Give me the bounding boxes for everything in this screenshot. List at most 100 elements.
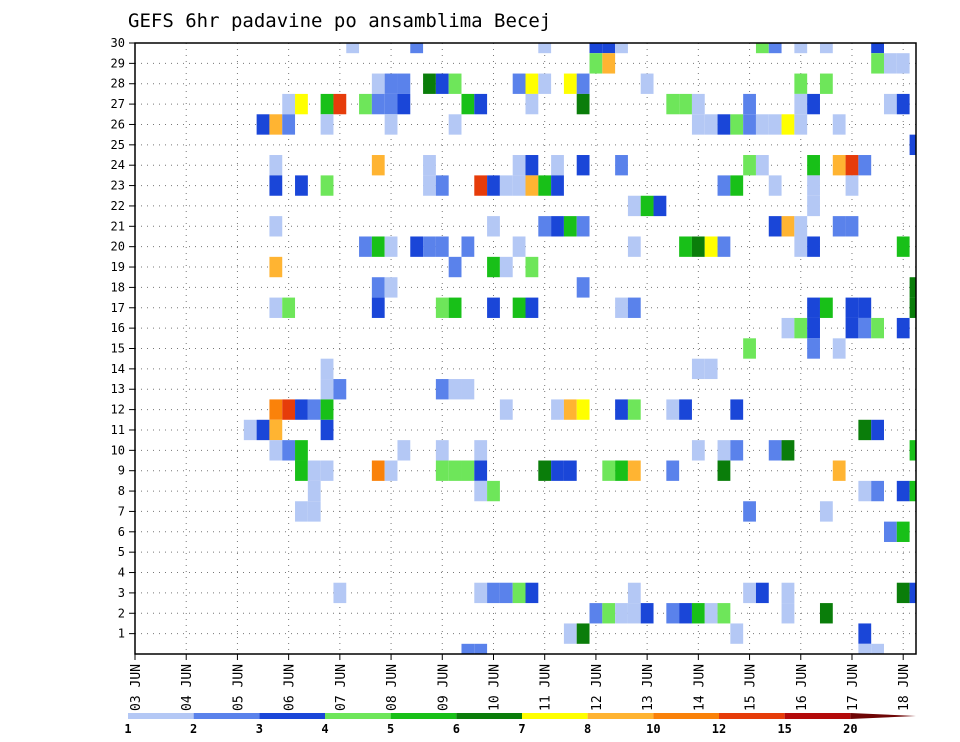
- y-tick-label: 3: [118, 586, 125, 600]
- heatmap-cell: [320, 399, 334, 420]
- heatmap-cell: [691, 93, 705, 115]
- heatmap-cell: [871, 419, 884, 441]
- heatmap-cell: [512, 175, 526, 196]
- heatmap-cell: [243, 419, 257, 441]
- x-tick-label: 06 JUN: [283, 664, 298, 711]
- heatmap-cell: [461, 460, 475, 481]
- heatmap-cell: [717, 236, 731, 257]
- heatmap-cell: [615, 297, 628, 318]
- heatmap-cell: [832, 216, 846, 237]
- heatmap-cell: [807, 317, 820, 339]
- heatmap-cell: [615, 155, 628, 176]
- heatmap-cell: [717, 440, 731, 461]
- heatmap-cell: [832, 155, 846, 176]
- heatmap-cell: [858, 480, 872, 502]
- heatmap-cell: [679, 399, 692, 420]
- y-tick-label: 29: [111, 56, 125, 70]
- heatmap-cell: [269, 256, 283, 278]
- heatmap-cell: [320, 358, 334, 380]
- y-tick-label: 15: [111, 342, 125, 356]
- heatmap-cell: [845, 317, 859, 339]
- colorbar-swatch: [390, 713, 457, 719]
- heatmap-cell: [371, 236, 385, 257]
- heatmap-cell: [525, 297, 539, 318]
- heatmap-cell: [768, 114, 782, 135]
- heatmap-cell: [896, 93, 910, 115]
- heatmap-cell: [627, 603, 641, 624]
- heatmap-cell: [320, 93, 334, 115]
- heatmap-cell: [448, 73, 462, 94]
- heatmap-cell: [333, 379, 347, 400]
- heatmap-cell: [295, 175, 308, 196]
- heatmap-cell: [883, 93, 897, 115]
- heatmap-cell: [589, 603, 603, 624]
- colorbar-swatch: [193, 713, 260, 719]
- heatmap-cell: [512, 582, 526, 604]
- heatmap-cell: [435, 440, 449, 461]
- heatmap-cell: [807, 297, 820, 318]
- y-axis-ticks: 1234567891011121314151617181920212223242…: [111, 36, 135, 641]
- heatmap-cell: [615, 399, 628, 420]
- x-tick-label: 13 JUN: [641, 664, 656, 711]
- heatmap-cell: [717, 175, 731, 196]
- heatmap-cell: [269, 114, 283, 135]
- heatmap-cell: [845, 297, 859, 318]
- heatmap-cell: [704, 114, 718, 135]
- heatmap-cell: [679, 236, 692, 257]
- heatmap-cell: [627, 399, 641, 420]
- heatmap-cell: [589, 53, 603, 74]
- heatmap-cell: [896, 582, 910, 604]
- heatmap-cell: [525, 175, 539, 196]
- heatmap-cell: [871, 317, 884, 339]
- y-tick-label: 16: [111, 321, 125, 335]
- heatmap-cell: [525, 73, 539, 94]
- y-tick-label: 30: [111, 36, 125, 50]
- heatmap-cell: [666, 399, 680, 420]
- heatmap-cell: [781, 216, 795, 237]
- x-axis-ticks: 03 JUN 04 JUN 05 JUN 06 JUN 07 JUN 08 JUN 09 J…: [129, 654, 912, 711]
- heatmap-cell: [269, 155, 283, 176]
- heatmap-cell: [397, 440, 411, 461]
- colorbar-label: 20: [843, 722, 857, 736]
- heatmap-cell: [832, 460, 846, 481]
- x-tick-label: 03 JUN: [129, 664, 144, 711]
- colorbar-swatch: [522, 713, 588, 719]
- heatmap-cell: [717, 114, 731, 135]
- heatmap-cell: [794, 43, 808, 54]
- heatmap-cell: [743, 501, 756, 522]
- heatmap-cell: [269, 440, 283, 461]
- heatmap-cell: [576, 93, 590, 115]
- y-tick-label: 5: [118, 545, 125, 559]
- colorbar-swatch: [850, 713, 916, 719]
- heatmap-cell: [410, 43, 424, 54]
- heatmap-cells: [243, 43, 916, 654]
- heatmap-cell: [794, 236, 808, 257]
- heatmap-cell: [474, 460, 488, 481]
- heatmap-cell: [461, 379, 475, 400]
- heatmap-cell: [551, 216, 564, 237]
- heatmap-cell: [359, 236, 372, 257]
- heatmap-cell: [896, 521, 910, 542]
- x-tick-label: 18 JUN: [897, 664, 912, 711]
- heatmap-cell: [755, 155, 769, 176]
- heatmap-cell: [384, 460, 398, 481]
- heatmap-cell: [896, 317, 910, 339]
- heatmap-cell: [679, 93, 692, 115]
- heatmap-cell: [640, 73, 654, 94]
- heatmap-cell: [640, 195, 654, 217]
- heatmap-cell: [781, 317, 795, 339]
- heatmap-cell: [295, 440, 308, 461]
- heatmap-cell: [525, 93, 539, 115]
- heatmap-cell: [589, 43, 603, 54]
- heatmap-cell: [640, 603, 654, 624]
- heatmap-cell: [551, 155, 564, 176]
- heatmap-cell: [691, 236, 705, 257]
- heatmap-cell: [743, 338, 756, 359]
- heatmap-cell: [717, 603, 731, 624]
- heatmap-cell: [883, 53, 897, 74]
- heatmap-cell: [474, 582, 488, 604]
- heatmap-cell: [307, 460, 321, 481]
- heatmap-cell: [627, 582, 641, 604]
- heatmap-cell: [768, 175, 782, 196]
